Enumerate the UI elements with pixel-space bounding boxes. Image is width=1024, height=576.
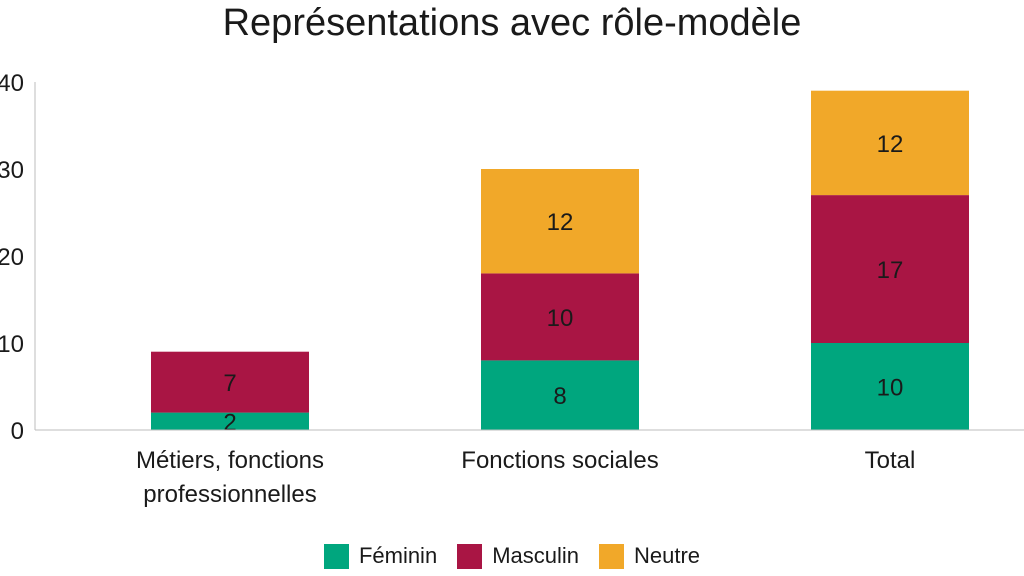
y-tick-label: 0 (11, 418, 24, 445)
data-label-masculin-3: 17 (877, 257, 904, 284)
y-tick-label: 20 (0, 244, 24, 271)
x-tick-label: Métiers, fonctions (136, 447, 324, 474)
data-label-masculin-1: 7 (223, 370, 236, 397)
legend-item-feminin: Féminin (323, 543, 438, 569)
legend-item-masculin: Masculin (457, 543, 579, 569)
bar-feminin-3 (811, 343, 969, 430)
legend-swatch-neutre (599, 543, 624, 569)
bar-masculin-1 (151, 351, 309, 413)
legend-swatch-feminin (323, 543, 349, 569)
legend-label-neutre: Neutre (634, 543, 701, 568)
bar-masculin-3 (811, 195, 969, 343)
data-label-masculin-2: 10 (547, 305, 574, 332)
x-tick-label: professionnelles (143, 481, 316, 508)
legend-swatch-masculin (457, 543, 483, 569)
data-label-neutre-3: 12 (877, 131, 904, 158)
data-label-feminin-2: 8 (553, 383, 566, 410)
data-label-neutre-2: 12 (547, 209, 574, 236)
bar-masculin-2 (481, 273, 639, 361)
data-label-feminin-1: 2 (223, 409, 236, 436)
bar-neutre-3 (811, 90, 969, 196)
chart-legend: Féminin Masculin Neutre (0, 543, 1024, 569)
legend-item-neutre: Neutre (599, 543, 700, 569)
x-tick-label: Total (865, 447, 916, 474)
bar-neutre-2 (481, 169, 639, 274)
chart-title: Représentations avec rôle-modèle (222, 2, 802, 44)
y-tick-label: 10 (0, 331, 24, 358)
bar-feminin-1 (151, 412, 309, 430)
y-tick-label: 30 (0, 157, 24, 184)
y-tick-label: 40 (0, 70, 24, 97)
legend-label-masculin: Masculin (492, 543, 579, 568)
legend-label-feminin: Féminin (358, 543, 438, 568)
x-tick-label: Fonctions sociales (461, 447, 658, 474)
bar-feminin-2 (481, 360, 639, 430)
data-label-feminin-3: 10 (877, 375, 904, 402)
